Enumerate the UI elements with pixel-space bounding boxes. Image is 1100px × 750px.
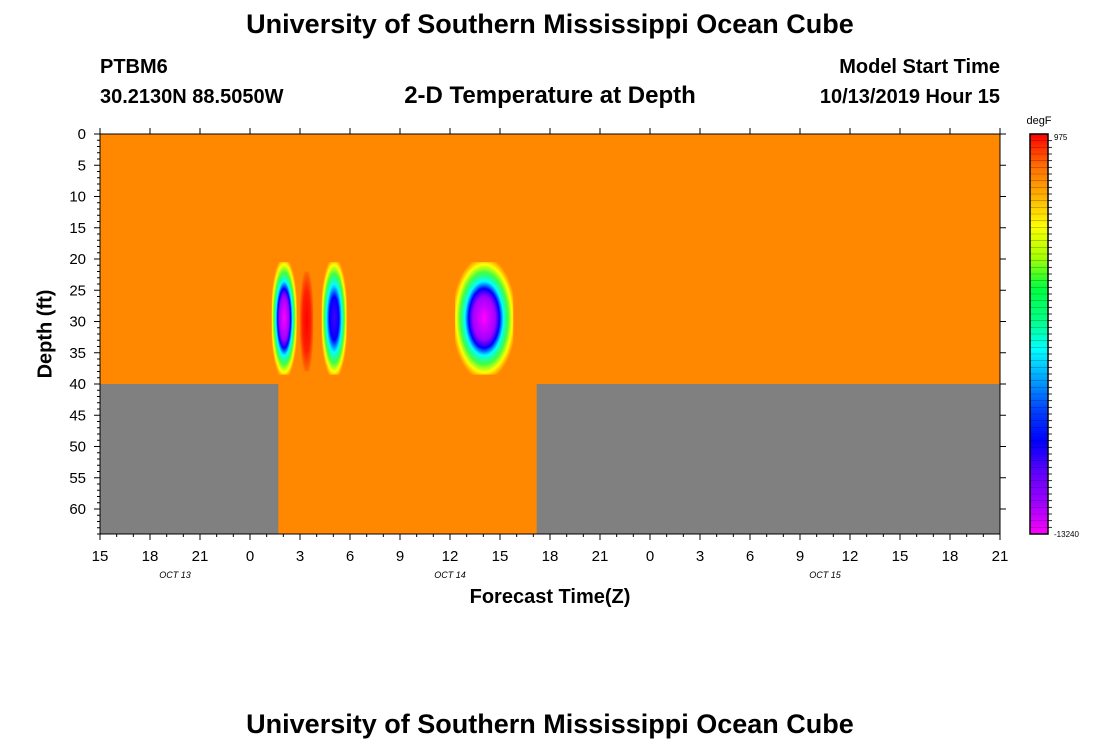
station-id: PTBM6: [100, 56, 168, 78]
date-label: OCT 13: [159, 570, 191, 580]
x-tick-label: 21: [192, 548, 209, 565]
x-tick-label: 0: [646, 548, 654, 565]
x-tick-label: 12: [442, 548, 459, 565]
seafloor-mask: [536, 384, 1000, 534]
x-tick-label: 0: [246, 548, 254, 565]
x-tick-label: 3: [696, 548, 704, 565]
x-tick-label: 18: [942, 548, 959, 565]
model-start-value: 10/13/2019 Hour 15: [819, 86, 1000, 108]
x-tick-label: 18: [542, 548, 559, 565]
y-tick-label: 15: [69, 220, 86, 237]
x-tick-label: 6: [346, 548, 354, 565]
x-tick-label: 21: [992, 548, 1009, 565]
station-coordinates: 30.2130N 88.5050W: [100, 86, 284, 108]
x-tick-label: 9: [796, 548, 804, 565]
y-tick-label: 55: [69, 470, 86, 487]
colorbar-max-label: 975: [1054, 133, 1068, 142]
page-title: University of Southern Mississippi Ocean…: [246, 9, 854, 39]
temperature-anomaly: [455, 262, 514, 375]
seafloor-mask: [100, 384, 279, 534]
x-tick-label: 3: [296, 548, 304, 565]
y-tick-label: 10: [69, 189, 86, 206]
x-tick-label: 21: [592, 548, 609, 565]
y-tick-label: 5: [78, 157, 86, 174]
date-label: OCT 14: [434, 570, 466, 580]
y-tick-label: 60: [69, 501, 86, 518]
x-axis-label: Forecast Time(Z): [469, 586, 631, 608]
y-tick-label: 45: [69, 407, 86, 424]
x-tick-label: 15: [492, 548, 509, 565]
x-tick-label: 6: [746, 548, 754, 565]
model-start-label: Model Start Time: [839, 56, 1000, 78]
y-tick-label: 35: [69, 345, 86, 362]
x-tick-label: 15: [892, 548, 909, 565]
y-tick-label: 25: [69, 282, 86, 299]
y-tick-label: 0: [78, 126, 86, 143]
temperature-anomaly: [300, 271, 314, 372]
colorbar-min-label: -13240: [1054, 530, 1079, 539]
y-tick-label: 30: [69, 314, 86, 331]
date-label: OCT 15: [809, 570, 842, 580]
plot-title: 2-D Temperature at Depth: [404, 82, 696, 109]
footer-title: University of Southern Mississippi Ocean…: [246, 709, 854, 739]
y-tick-label: 50: [69, 439, 86, 456]
x-tick-label: 15: [92, 548, 109, 565]
temperature-anomaly: [321, 262, 347, 375]
colorbar-unit: degF: [1026, 115, 1051, 127]
y-tick-label: 40: [69, 376, 86, 393]
x-tick-label: 9: [396, 548, 404, 565]
temperature-anomaly: [271, 262, 297, 375]
x-tick-label: 12: [842, 548, 859, 565]
y-tick-label: 20: [69, 251, 86, 268]
y-axis-label: Depth (ft): [34, 289, 57, 379]
x-tick-label: 18: [142, 548, 159, 565]
